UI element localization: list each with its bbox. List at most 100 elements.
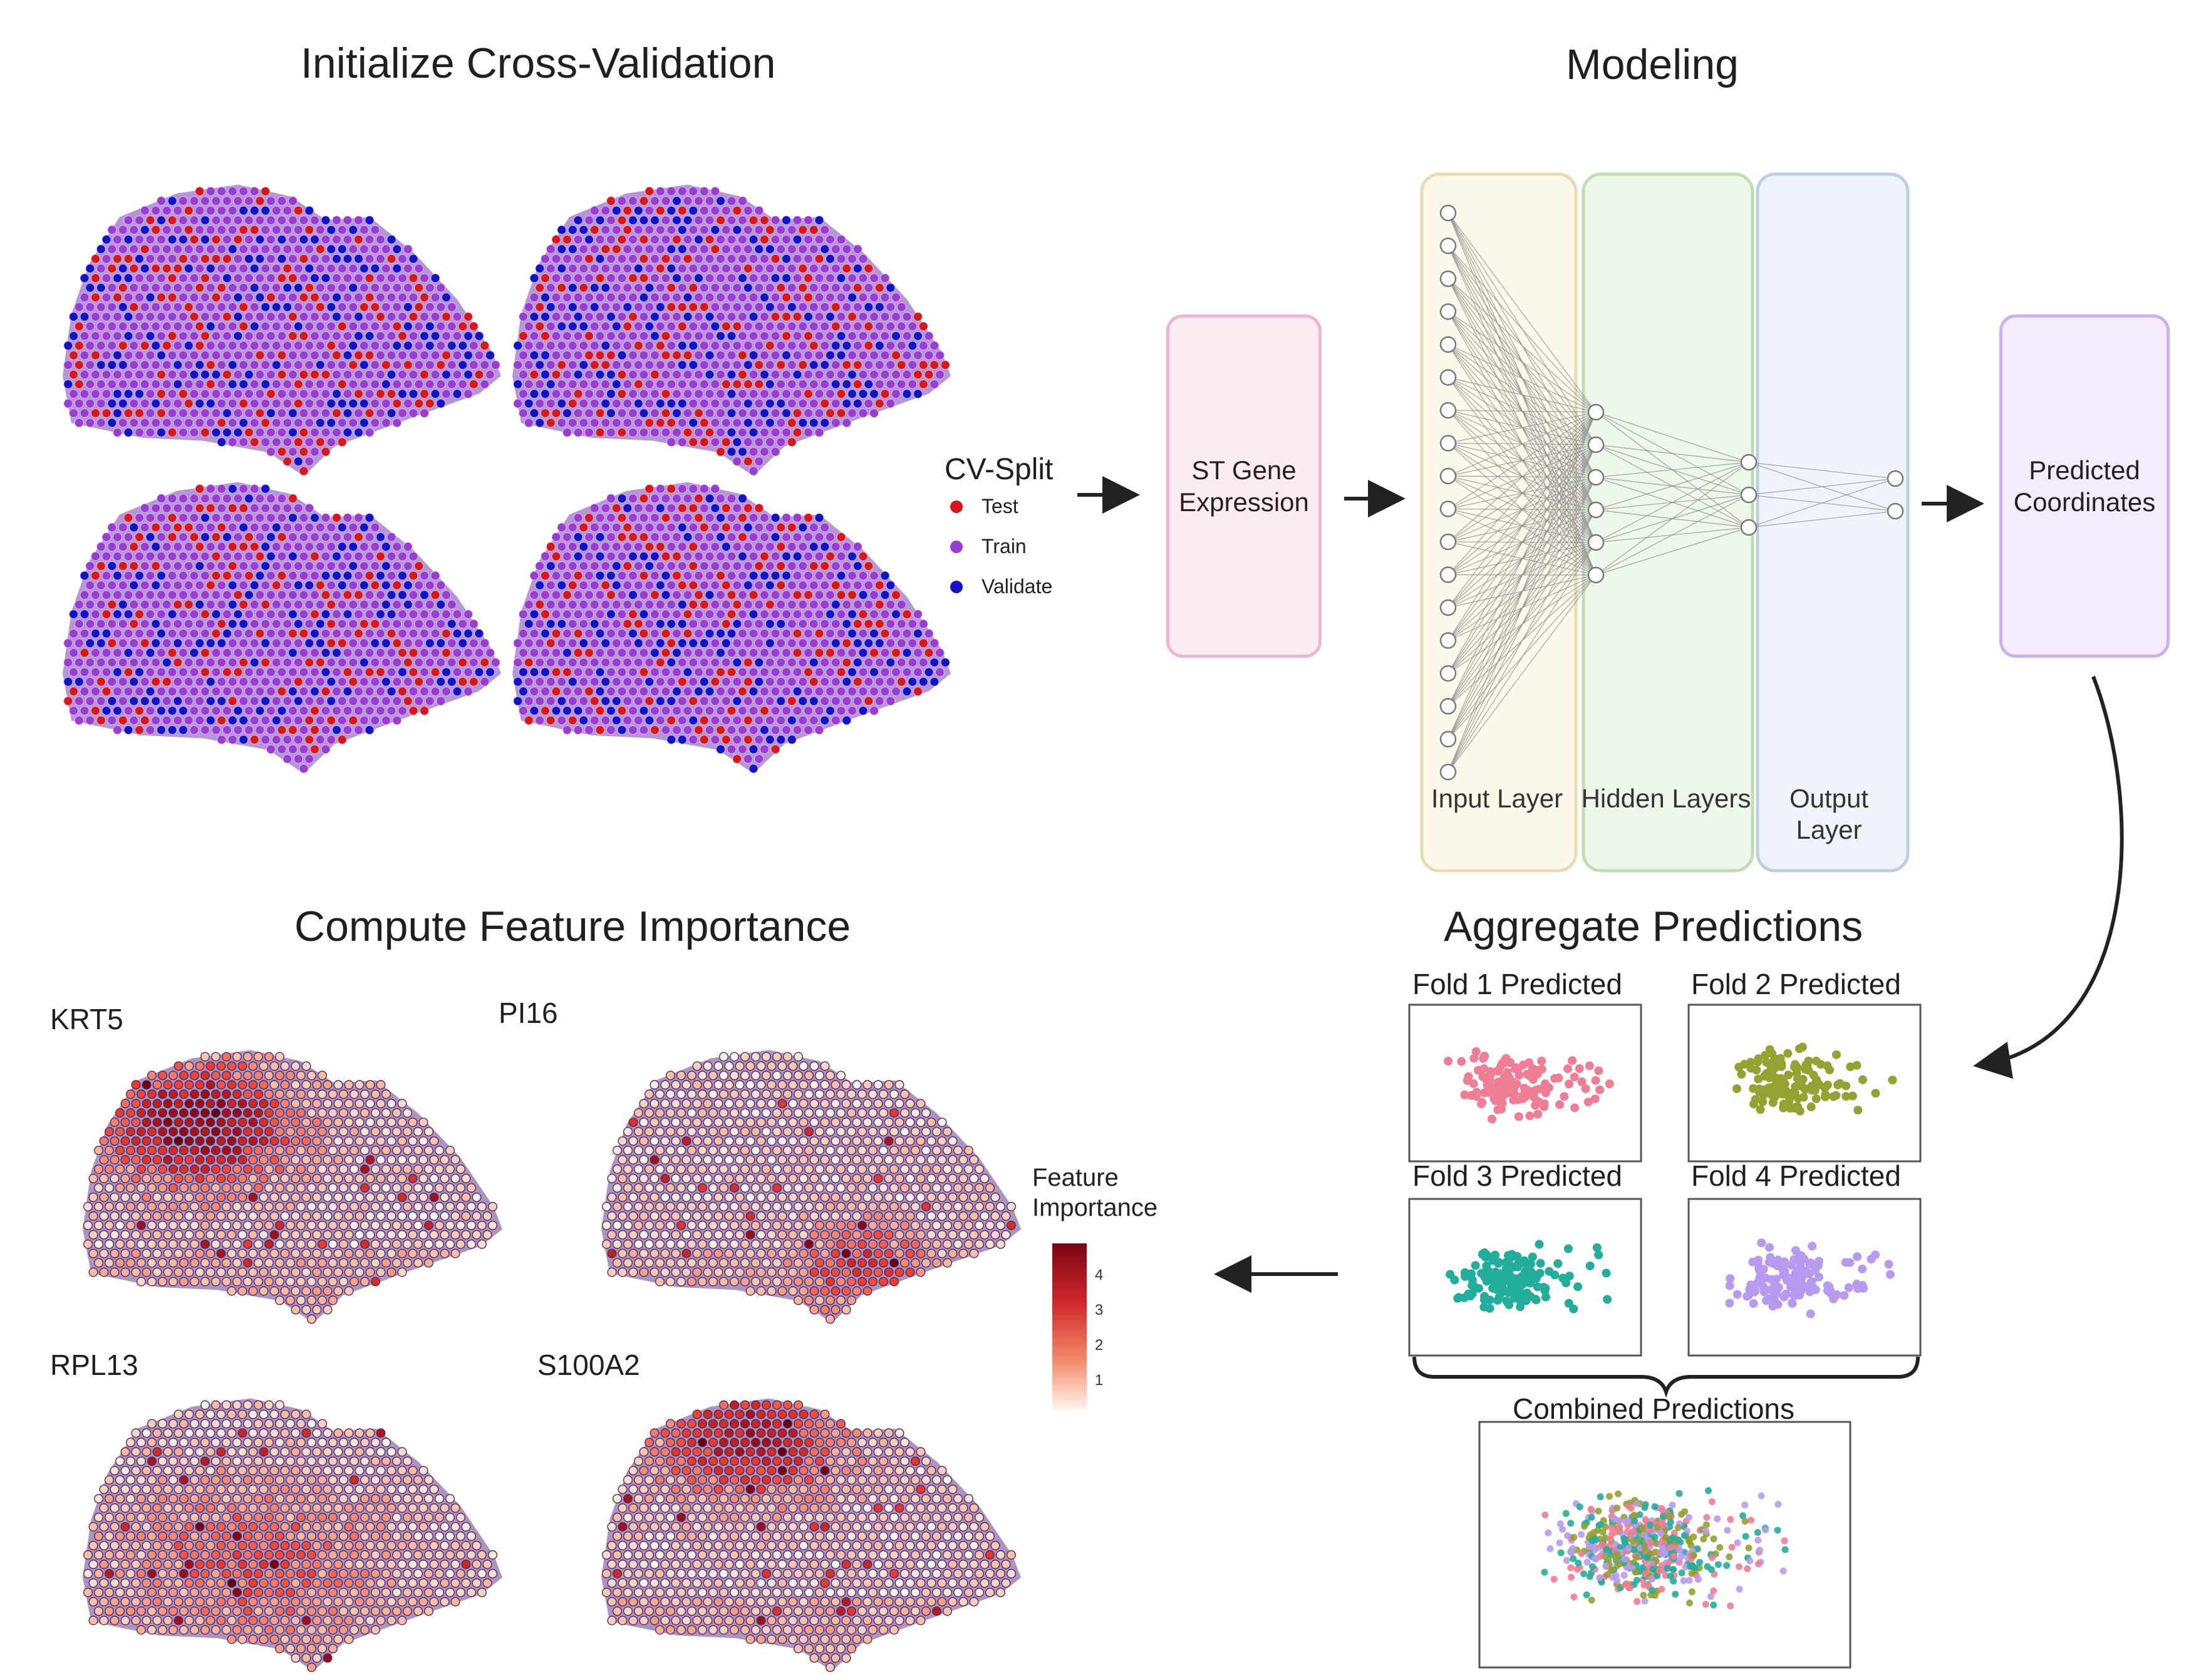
- feature-spot: [136, 1164, 146, 1174]
- cv-spot: [261, 677, 271, 687]
- cv-spot: [178, 389, 189, 399]
- feature-spot: [782, 1258, 792, 1268]
- cv-spot: [814, 725, 824, 735]
- cv-spot: [617, 609, 627, 620]
- feature-spot: [248, 1409, 258, 1419]
- feature-spot: [328, 1146, 338, 1156]
- feature-spot: [328, 1438, 338, 1448]
- cv-spot: [309, 725, 320, 735]
- cv-spot: [864, 580, 874, 591]
- cv-spot: [255, 234, 265, 244]
- cv-spot: [902, 648, 912, 658]
- feature-spot: [286, 1183, 296, 1193]
- cv-spot: [562, 667, 572, 677]
- cv-spot: [787, 735, 797, 745]
- cv-spot: [326, 321, 336, 331]
- feature-spot: [477, 1239, 487, 1249]
- cv-spot: [759, 725, 770, 735]
- feature-spot: [360, 1258, 370, 1268]
- cv-spot: [639, 312, 649, 322]
- cv-spot: [173, 341, 183, 351]
- feature-spot: [259, 1409, 269, 1419]
- feature-spot: [408, 1230, 418, 1240]
- feature-spot: [227, 1447, 237, 1457]
- feature-spot: [665, 1108, 675, 1118]
- cv-spot: [710, 657, 720, 668]
- cv-spot: [184, 580, 194, 591]
- cv-spot: [134, 609, 145, 620]
- feature-spot: [254, 1071, 264, 1081]
- cv-spot: [96, 398, 106, 408]
- cv-spot: [266, 744, 276, 754]
- feature-spot: [312, 1136, 322, 1146]
- cv-spot: [836, 551, 846, 561]
- cv-spot: [266, 648, 276, 658]
- cv-spot: [787, 225, 797, 235]
- cv-spot: [244, 408, 254, 418]
- feature-spot: [862, 1117, 873, 1128]
- cv-spot: [562, 648, 572, 658]
- feature-spot: [655, 1201, 665, 1211]
- cv-spot: [842, 542, 852, 552]
- cv-spot: [222, 312, 232, 322]
- feature-spot: [184, 1409, 194, 1419]
- cv-spot: [732, 264, 742, 274]
- cv-spot: [304, 360, 314, 370]
- feature-spot: [745, 1154, 755, 1164]
- cv-spot: [781, 667, 792, 677]
- feature-spot: [173, 1447, 184, 1457]
- feature-spot: [889, 1089, 899, 1099]
- feature-spot: [99, 1173, 109, 1183]
- cv-spot: [140, 657, 150, 668]
- feature-spot: [450, 1230, 460, 1240]
- cv-spot: [112, 667, 123, 677]
- cv-spot: [217, 379, 227, 390]
- feature-spot: [634, 1146, 644, 1156]
- cv-spot: [546, 418, 556, 428]
- feature-spot: [799, 1061, 809, 1071]
- cv-spot: [710, 360, 720, 370]
- cv-spot: [277, 744, 287, 754]
- feature-spot: [692, 1211, 702, 1221]
- feature-spot: [916, 1230, 926, 1240]
- cv-spot: [874, 398, 884, 408]
- cv-spot: [239, 657, 249, 668]
- cv-spot: [112, 590, 123, 600]
- cv-spot: [244, 687, 254, 697]
- cv-spot: [74, 638, 84, 648]
- cv-spot: [370, 522, 380, 532]
- feature-spot: [750, 1258, 760, 1268]
- cv-spot: [469, 657, 479, 668]
- cv-spot: [606, 408, 616, 418]
- feature-spot: [772, 1239, 782, 1249]
- feature-spot: [862, 1192, 873, 1202]
- feature-spot: [724, 1117, 734, 1128]
- cv-spot: [737, 628, 748, 639]
- feature-spot: [307, 1239, 317, 1249]
- cv-spot: [557, 283, 567, 293]
- cv-spot: [611, 283, 621, 293]
- cv-spot: [573, 370, 583, 380]
- feature-spot: [386, 1248, 396, 1258]
- cv-spot: [321, 427, 331, 438]
- feature-spot: [386, 1173, 396, 1183]
- cv-spot: [814, 370, 824, 380]
- feature-spot: [628, 1117, 638, 1128]
- feature-spot: [376, 1447, 386, 1457]
- cv-spot: [80, 687, 90, 697]
- cv-spot: [134, 215, 145, 226]
- cv-spot: [293, 657, 303, 668]
- cv-spot: [727, 254, 737, 264]
- cv-spot: [666, 321, 676, 331]
- feature-spot: [152, 1154, 162, 1164]
- cv-spot: [896, 619, 906, 629]
- cv-spot: [930, 677, 940, 687]
- feature-spot: [831, 1286, 841, 1296]
- cv-spot: [847, 609, 857, 620]
- cv-spot: [623, 302, 633, 312]
- feature-spot: [125, 1201, 135, 1211]
- cv-spot: [397, 705, 408, 716]
- feature-spot: [173, 1248, 184, 1258]
- cv-spot: [353, 312, 364, 322]
- cv-spot: [781, 370, 792, 380]
